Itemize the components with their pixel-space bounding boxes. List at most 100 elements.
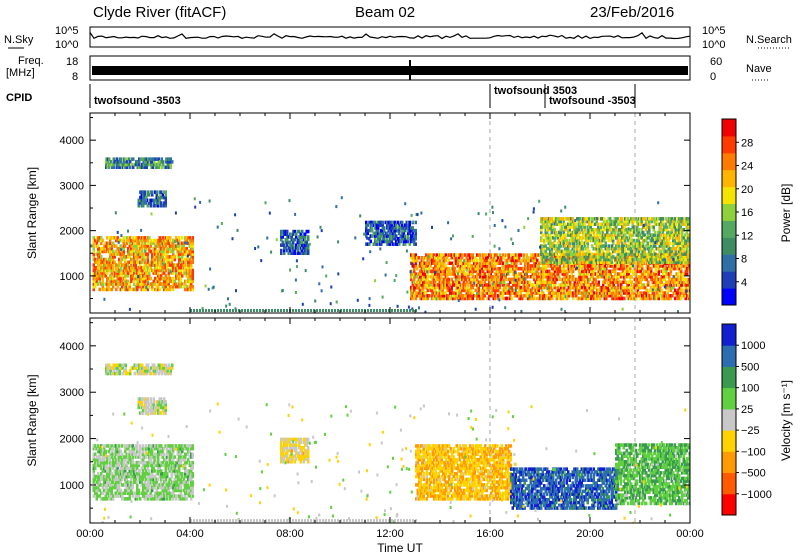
heatmap-cell [449,283,452,287]
heatmap-cell [98,268,101,273]
heatmap-cell [133,244,136,248]
heatmap-cell [682,247,685,251]
heatmap-cell [377,237,380,241]
heatmap-cell [624,247,627,251]
heatmap-cell [425,261,428,265]
heatmap-cell [684,272,687,276]
heatmap-cell [456,261,459,265]
heatmap-cell [656,294,659,298]
heatmap-cell [299,248,302,253]
heatmap-cell [389,239,392,244]
heatmap-cell [653,291,656,295]
heatmap-cell [126,162,129,167]
heatmap-cell [160,204,163,208]
heatmap-cell [94,260,97,264]
heatmap-cell [158,193,161,197]
heatmap-cell [142,282,145,286]
heatmap-cell [280,229,283,234]
heatmap-cell [626,258,629,263]
heatmap-cell [482,291,485,295]
heatmap-cell [286,229,289,234]
heatmap-cell [571,241,574,245]
heatmap-cell [476,275,479,279]
heatmap-cell [643,238,646,243]
heatmap-cell [431,291,434,295]
heatmap-cell [453,261,456,265]
heatmap-cell [594,277,597,282]
heatmap-cell [576,280,579,284]
heatmap-cell [399,239,402,244]
heatmap-cell [160,276,163,281]
heatmap-cell [657,264,660,268]
heatmap-cell [434,294,437,298]
heatmap-cell [571,252,574,256]
heatmap-cell [666,225,669,229]
heatmap-cell [565,260,568,264]
heatmap-cell [467,296,470,301]
heatmap-cell [548,283,551,287]
heatmap-cell [146,266,149,270]
heatmap-cell [597,260,600,264]
heatmap-cell [468,253,471,257]
heatmap-cell [602,283,605,287]
heatmap-cell [540,277,543,282]
heatmap-cell [416,275,419,279]
heatmap-cell [121,238,124,243]
heatmap-cell [455,269,458,274]
heatmap-cell [447,261,450,265]
heatmap-cell [384,239,387,244]
heatmap-cell [556,217,559,221]
heatmap-cell [657,236,660,240]
heatmap-cell [453,294,456,298]
heatmap-cell [643,257,646,262]
heatmap-cell [151,190,154,194]
heatmap-cell [584,288,587,293]
heatmap-cell [176,252,179,256]
heatmap-cell [650,296,653,301]
heatmap-cell [431,261,434,265]
heatmap-cell [106,247,109,251]
heatmap-cell [137,201,140,205]
heatmap-cell [489,261,492,265]
heatmap-cell [611,283,614,287]
heatmap-cell [111,165,114,169]
heatmap-cell [632,283,635,287]
heatmap-cell [431,272,434,276]
heatmap-cell [425,296,428,301]
heatmap-cell [145,252,148,256]
heatmap-cell [609,228,612,232]
heatmap-cell [592,247,595,251]
heatmap-cell [606,275,609,279]
heatmap-cell [137,271,140,275]
heatmap-cell [580,257,583,262]
heatmap-cell [154,266,157,270]
heatmap-cell [140,266,143,270]
heatmap-cell [495,285,498,290]
heatmap-cell [157,257,160,262]
heatmap-cell [116,238,119,243]
heatmap-cell [179,257,182,262]
nsearch-label: N.Search [746,34,792,46]
heatmap-cell [157,287,160,292]
heatmap-cell [452,283,455,287]
heatmap-cell [603,238,606,243]
heatmap-cell [642,257,645,262]
heatmap-cell [618,219,621,224]
heatmap-cell [182,252,185,256]
heatmap-cell [94,238,97,243]
heatmap-cell [122,236,125,240]
heatmap-cell [615,280,618,284]
heatmap-cell [190,247,193,251]
heatmap-cell [582,219,585,224]
heatmap-cell [426,258,429,263]
heatmap-cell [687,266,690,271]
heatmap-cell [636,225,639,229]
heatmap-cell [188,257,191,262]
heatmap-cell [672,225,675,229]
heatmap-cell [549,291,552,295]
heatmap-cell [507,266,510,271]
heatmap-cell [152,263,155,267]
heatmap-cell [169,165,172,169]
heatmap-cell [680,280,683,284]
